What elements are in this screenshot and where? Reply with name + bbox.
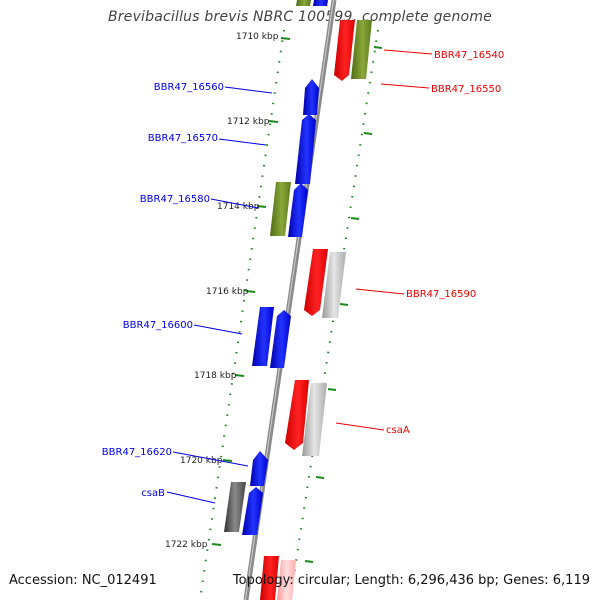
gene-bbr47-16580[interactable] (288, 183, 308, 237)
gene-label-bbr47-16590[interactable]: BBR47_16590 (406, 289, 476, 300)
gene-top-blue[interactable] (313, 0, 328, 6)
label-leaders (166, 49, 433, 504)
gene-label-csaa[interactable]: csaA (386, 425, 410, 436)
major-ticks (211, 37, 383, 563)
gene-bbr47-16570[interactable] (295, 114, 316, 184)
gene-bottom-red[interactable] (260, 556, 279, 600)
gene-label-bbr47-16540[interactable]: BBR47_16540 (434, 50, 504, 61)
scale-label: 1716 kbp (206, 287, 249, 297)
scale-label: 1712 kbp (227, 117, 270, 127)
gene-bbr47-16600-b[interactable] (270, 310, 291, 368)
map-title: Brevibacillus brevis NBRC 100599, comple… (108, 9, 492, 25)
gene-top-green[interactable] (296, 0, 311, 6)
gene-bbr47-16620[interactable] (250, 451, 268, 486)
gene-csab-dark[interactable] (224, 482, 246, 532)
accession-text: Accession: NC_012491 (9, 573, 157, 588)
genome-summary-text: Topology: circular; Length: 6,296,436 bp… (232, 573, 590, 588)
gene-bbr47-16560[interactable] (303, 79, 319, 115)
gene-csaa-gray[interactable] (302, 383, 327, 456)
gene-label-bbr47-16600[interactable]: BBR47_16600 (123, 320, 193, 331)
gene-label-bbr47-16550[interactable]: BBR47_16550 (431, 84, 501, 95)
scale-label: 1722 kbp (165, 540, 208, 550)
gene-bbr47-16540[interactable] (334, 20, 355, 81)
gene-label-bbr47-16620[interactable]: BBR47_16620 (102, 447, 172, 458)
gene-bbr47-16550[interactable] (351, 20, 372, 79)
scale-label: 1720 kbp (180, 456, 223, 466)
gene-green-mid[interactable] (270, 182, 291, 236)
gene-label-bbr47-16570[interactable]: BBR47_16570 (148, 133, 218, 144)
gene-label-bbr47-16580[interactable]: BBR47_16580 (140, 194, 210, 205)
gene-bottom-pink[interactable] (277, 560, 296, 600)
scale-label: 1710 kbp (236, 32, 279, 42)
gene-bbr47-16590-red[interactable] (304, 249, 328, 316)
gene-bbr47-16600-a[interactable] (252, 307, 274, 366)
gene-csab-blue[interactable] (242, 487, 263, 535)
scale-label: 1714 kbp (217, 202, 260, 212)
gene-bbr47-16590-gray[interactable] (322, 252, 346, 318)
scale-label: 1718 kbp (194, 371, 237, 381)
gene-label-csab[interactable]: csaB (141, 488, 165, 499)
gene-label-bbr47-16560[interactable]: BBR47_16560 (154, 82, 224, 93)
gene-csaa-red[interactable] (285, 380, 309, 450)
